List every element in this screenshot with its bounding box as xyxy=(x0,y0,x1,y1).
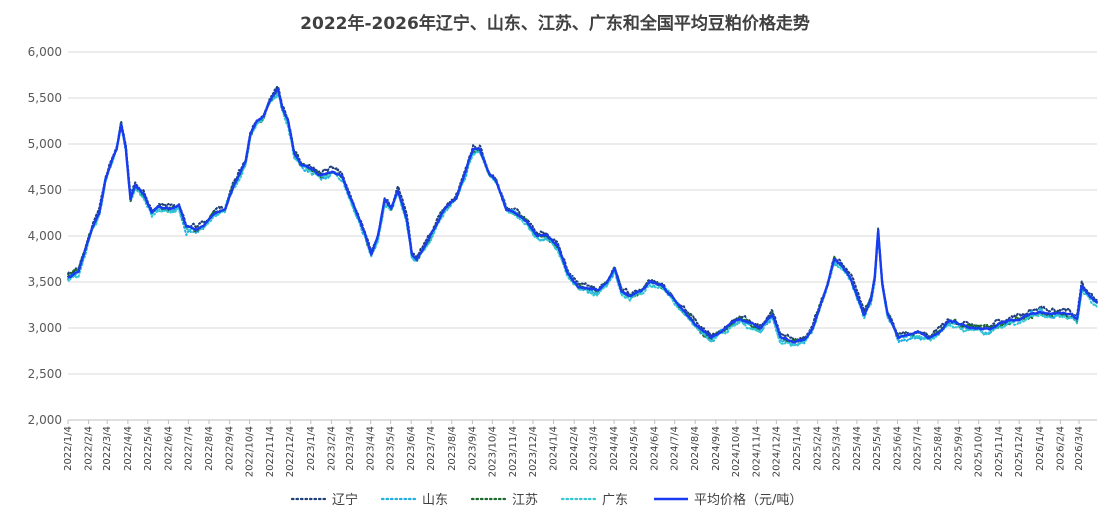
y-axis: 2,000 2,500 3,000 3,500 4,000 4,500 5,000 5,500… xyxy=(28,45,62,427)
x-tick-label: 2022/8/4 xyxy=(204,426,215,471)
x-tick-label: 2022/6/4 xyxy=(163,426,174,471)
x-tick-label: 2025/11/4 xyxy=(994,426,1005,477)
x-tick-label: 2023/7/4 xyxy=(426,426,437,471)
x-tick-label: 2024/2/4 xyxy=(569,426,580,471)
x-tick-label: 2024/5/4 xyxy=(629,426,640,471)
x-tick-label: 2022/7/4 xyxy=(183,426,194,471)
x-tick-label: 2023/11/4 xyxy=(508,426,519,477)
x-tick-label: 2024/12/4 xyxy=(771,426,782,477)
y-tick-label: 4,000 xyxy=(28,229,62,243)
x-tick-label: 2023/5/4 xyxy=(386,426,397,471)
x-tick-label: 2025/6/4 xyxy=(892,426,903,471)
x-tick-label: 2022/11/4 xyxy=(265,426,276,477)
y-tick-label: 2,500 xyxy=(28,367,62,381)
legend-label-1: 山东 xyxy=(422,493,448,508)
series-line-0 xyxy=(67,85,1098,343)
x-tick-label: 2025/12/4 xyxy=(1014,426,1025,477)
y-tick-label: 3,500 xyxy=(28,275,62,289)
y-tick-label: 5,000 xyxy=(28,137,62,151)
x-tick-label: 2022/10/4 xyxy=(245,426,256,477)
x-tick-label: 2022/5/4 xyxy=(143,426,154,471)
x-tick-label: 2022/2/4 xyxy=(84,426,95,471)
x-tick-label: 2023/9/4 xyxy=(467,426,478,471)
y-tick-label: 6,000 xyxy=(28,45,62,59)
series-line-4 xyxy=(67,87,1098,344)
series-line-1 xyxy=(67,92,1098,348)
grid-lines xyxy=(68,51,1097,375)
x-tick-label: 2023/1/4 xyxy=(306,426,317,471)
x-axis: 2022/1/4 2022/2/4 2022/3/4 2022/4/4 2022/5/4… xyxy=(63,419,1097,477)
x-tick-label: 2025/4/4 xyxy=(852,426,863,471)
series-line-2 xyxy=(67,89,1098,343)
y-tick-label: 2,000 xyxy=(28,413,62,427)
x-tick-label: 2025/9/4 xyxy=(954,426,965,471)
x-tick-label: 2024/10/4 xyxy=(731,426,742,477)
x-tick-label: 2023/3/4 xyxy=(345,426,356,471)
x-tick-label: 2024/1/4 xyxy=(549,426,560,471)
x-tick-label: 2023/4/4 xyxy=(366,426,377,471)
legend: 辽宁 山东 江苏 广东 平均价格（元/吨） xyxy=(290,492,802,508)
x-tick-label: 2023/10/4 xyxy=(487,426,498,477)
x-tick-label: 2024/6/4 xyxy=(650,426,661,471)
series-line-3 xyxy=(67,91,1098,347)
legend-label-2: 江苏 xyxy=(512,492,538,508)
legend-label-0: 辽宁 xyxy=(332,492,358,508)
x-tick-label: 2022/3/4 xyxy=(102,426,113,471)
x-tick-label: 2024/8/4 xyxy=(690,426,701,471)
x-tick-label: 2024/7/4 xyxy=(670,426,681,471)
y-tick-label: 3,000 xyxy=(28,321,62,335)
x-tick-label: 2022/9/4 xyxy=(225,426,236,471)
x-tick-label: 2023/8/4 xyxy=(447,426,458,471)
x-tick-label: 2025/7/4 xyxy=(912,426,923,471)
x-tick-label: 2025/1/4 xyxy=(792,426,803,471)
x-tick-label: 2024/4/4 xyxy=(609,426,620,471)
x-tick-label: 2025/10/4 xyxy=(974,426,985,477)
chart-title: 2022年-2026年辽宁、山东、江苏、广东和全国平均豆粕价格走势 xyxy=(300,13,810,34)
x-tick-label: 2022/12/4 xyxy=(285,426,296,477)
x-tick-label: 2026/1/4 xyxy=(1035,426,1046,471)
x-tick-label: 2026/2/4 xyxy=(1055,426,1066,471)
series-lines xyxy=(67,85,1098,348)
y-tick-label: 4,500 xyxy=(28,183,62,197)
x-tick-label: 2023/2/4 xyxy=(326,426,337,471)
x-tick-label: 2026/3/4 xyxy=(1074,426,1085,471)
y-tick-label: 5,500 xyxy=(28,91,62,105)
x-tick-label: 2024/11/4 xyxy=(751,426,762,477)
legend-label-3: 广东 xyxy=(602,493,628,508)
x-tick-label: 2025/5/4 xyxy=(872,426,883,471)
x-tick-label: 2022/4/4 xyxy=(123,426,134,471)
x-tick-label: 2022/1/4 xyxy=(63,426,74,471)
x-tick-label: 2025/2/4 xyxy=(813,426,824,471)
legend-label-4: 平均价格（元/吨） xyxy=(694,492,802,508)
x-tick-label: 2025/3/4 xyxy=(831,426,842,471)
x-tick-label: 2024/3/4 xyxy=(588,426,599,471)
x-tick-label: 2023/6/4 xyxy=(406,426,417,471)
x-tick-label: 2024/9/4 xyxy=(711,426,722,471)
x-tick-label: 2025/8/4 xyxy=(933,426,944,471)
x-tick-label: 2023/12/4 xyxy=(528,426,539,477)
